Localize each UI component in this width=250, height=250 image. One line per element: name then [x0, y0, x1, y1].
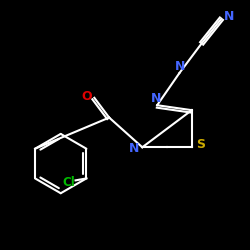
Text: Cl: Cl	[63, 176, 76, 189]
Text: S: S	[196, 138, 205, 151]
Text: O: O	[82, 90, 92, 103]
Text: N: N	[151, 92, 161, 105]
Text: N: N	[224, 10, 234, 23]
Text: N: N	[129, 142, 140, 155]
Text: N: N	[175, 60, 186, 73]
